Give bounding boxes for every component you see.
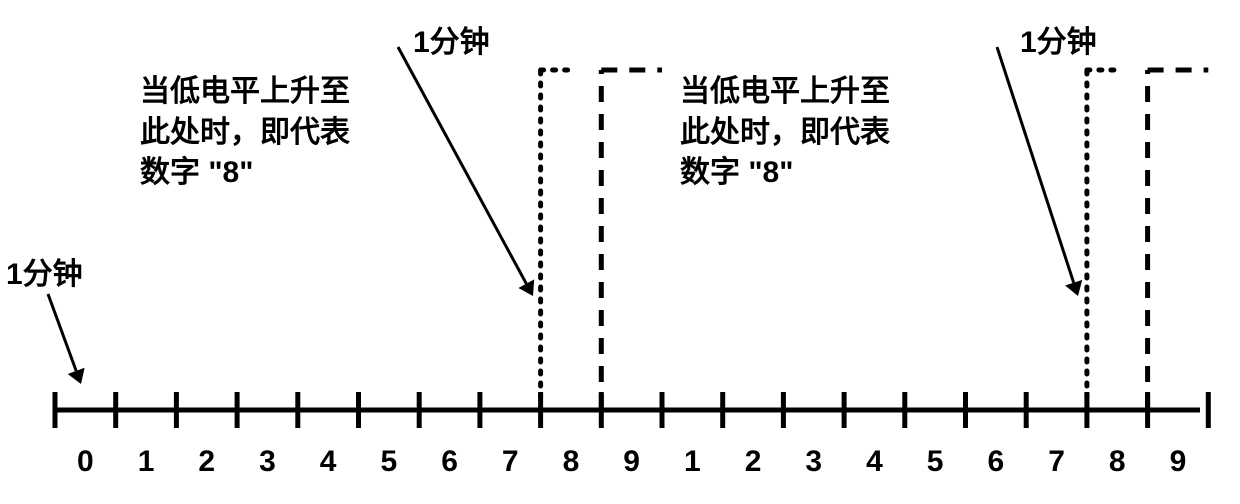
annotation-left: 当低电平上升至此处时，即代表数字 "8": [140, 72, 350, 194]
axis-number: 2: [745, 445, 762, 479]
axis-number: 3: [805, 445, 822, 479]
annotation-left-line: 当低电平上升至: [140, 75, 350, 108]
axis-number: 8: [1109, 445, 1126, 479]
axis-number: 9: [1170, 445, 1187, 479]
annotation-right-line: 数字 "8": [680, 156, 793, 189]
annotation-right: 当低电平上升至此处时，即代表数字 "8": [680, 72, 890, 194]
axis-number: 5: [927, 445, 944, 479]
label-1min-bottom-left-line: 1分钟: [6, 258, 83, 291]
axis-number: 4: [866, 445, 883, 479]
label-1min-top-right: 1分钟: [1020, 23, 1097, 64]
axis-number: 2: [198, 445, 215, 479]
axis-number: 3: [259, 445, 276, 479]
annotation-left-line: 数字 "8": [140, 156, 253, 189]
axis-number: 6: [441, 445, 458, 479]
annotation-left-line: 此处时，即代表: [140, 116, 350, 149]
axis-number: 0: [77, 445, 94, 479]
annotation-right-line: 此处时，即代表: [680, 116, 890, 149]
axis-number: 6: [988, 445, 1005, 479]
label-1min-top-left-line: 1分钟: [413, 26, 490, 59]
label-1min-bottom-left: 1分钟: [6, 255, 83, 296]
axis-number: 7: [1048, 445, 1065, 479]
axis-number: 7: [502, 445, 519, 479]
axis-number: 1: [138, 445, 155, 479]
label-1min-top-left: 1分钟: [413, 23, 490, 64]
annotation-right-line: 当低电平上升至: [680, 75, 890, 108]
axis-number: 9: [623, 445, 640, 479]
axis-number: 4: [320, 445, 337, 479]
axis-number: 5: [381, 445, 398, 479]
axis-number: 8: [563, 445, 580, 479]
label-1min-top-right-line: 1分钟: [1020, 26, 1097, 59]
axis-number: 1: [684, 445, 701, 479]
